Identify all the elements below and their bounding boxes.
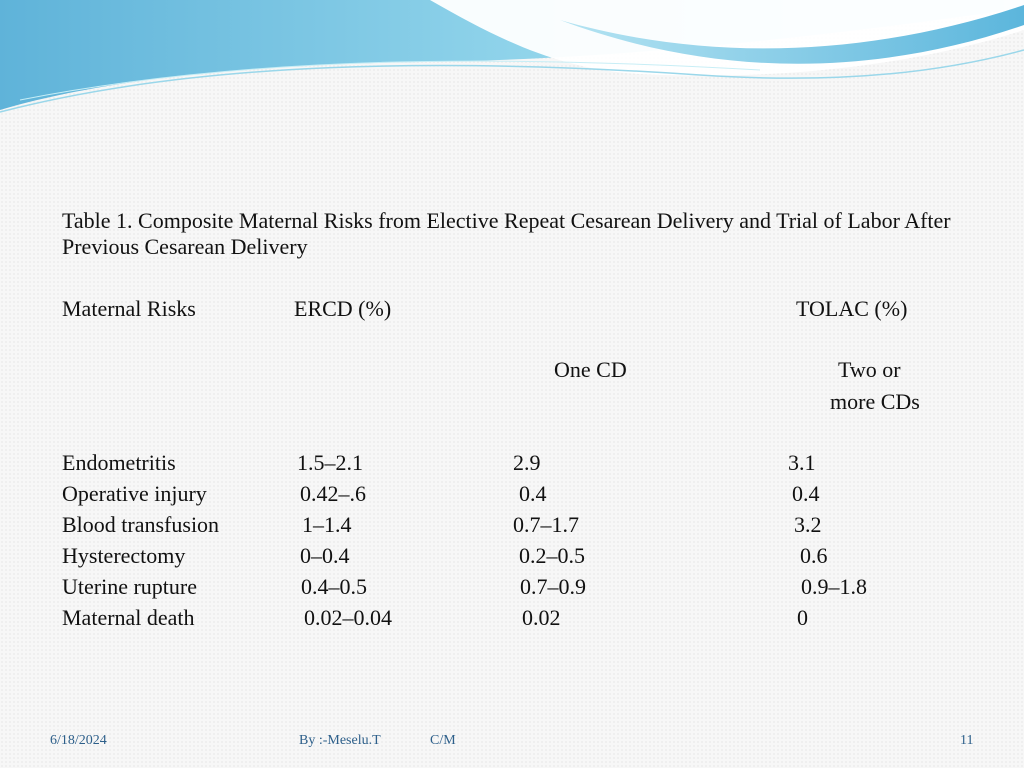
subheader-two-cd-line1: Two or (838, 357, 901, 382)
table-row-one-cd: 0.02 (522, 605, 561, 630)
table-title: Table 1. Composite Maternal Risks from E… (62, 208, 951, 259)
table-row-two-cd: 0.9–1.8 (801, 574, 867, 599)
table-row-two-cd: 3.2 (794, 512, 822, 537)
table-row-risk: Operative injury (62, 481, 207, 506)
table-row-risk: Maternal death (62, 605, 195, 630)
table-row-two-cd: 0 (797, 605, 808, 630)
table-row-risk: Endometritis (62, 450, 176, 475)
table-row-ercd: 0–0.4 (300, 543, 350, 568)
header-ercd: ERCD (%) (294, 296, 392, 321)
table-row-one-cd: 2.9 (513, 450, 541, 475)
table-row-ercd: 0.42–.6 (300, 481, 366, 506)
table-row-one-cd: 0.2–0.5 (519, 543, 585, 568)
footer-date: 6/18/2024 (50, 733, 107, 748)
header-tolac: TOLAC (%) (796, 296, 908, 321)
table-row-ercd: 0.4–0.5 (301, 574, 367, 599)
footer-author: By :-Meselu.T (299, 733, 381, 748)
footer-page-number: 11 (960, 733, 974, 748)
table-row-risk: Blood transfusion (62, 512, 220, 537)
table-row-risk: Hysterectomy (62, 543, 186, 568)
table-row-ercd: 1.5–2.1 (297, 450, 363, 475)
header-wave-decoration (0, 0, 1024, 113)
table-row-two-cd: 3.1 (788, 450, 816, 475)
footer-dept: C/M (430, 733, 456, 748)
table-row-ercd: 0.02–0.04 (304, 605, 392, 630)
subheader-two-cd-line2: more CDs (830, 389, 920, 414)
table-row-two-cd: 0.6 (800, 543, 828, 568)
subheader-one-cd: One CD (554, 357, 627, 382)
table-row-one-cd: 0.4 (519, 481, 547, 506)
table-row-ercd: 1–1.4 (302, 512, 352, 537)
table-row-risk: Uterine rupture (62, 574, 197, 599)
table-row-one-cd: 0.7–1.7 (513, 512, 579, 537)
header-maternal-risks: Maternal Risks (62, 296, 196, 321)
table-row-two-cd: 0.4 (792, 481, 820, 506)
table-row-one-cd: 0.7–0.9 (520, 574, 586, 599)
